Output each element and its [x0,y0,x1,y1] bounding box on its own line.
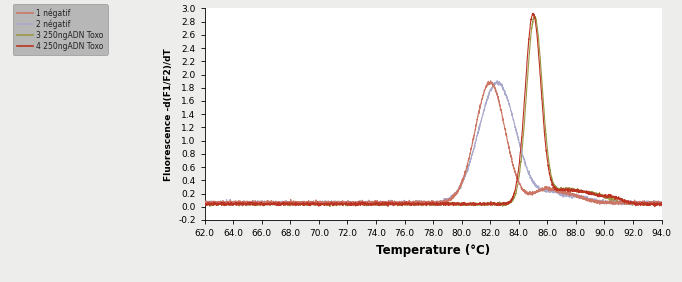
Y-axis label: Fluorescence -d(F1/F2)/dT: Fluorescence -d(F1/F2)/dT [164,48,173,180]
Legend: 1 négatif, 2 négatif, 3 250ngADN Toxo, 4 250ngADN Toxo: 1 négatif, 2 négatif, 3 250ngADN Toxo, 4… [13,4,108,55]
X-axis label: Temperature (°C): Temperature (°C) [376,244,490,257]
